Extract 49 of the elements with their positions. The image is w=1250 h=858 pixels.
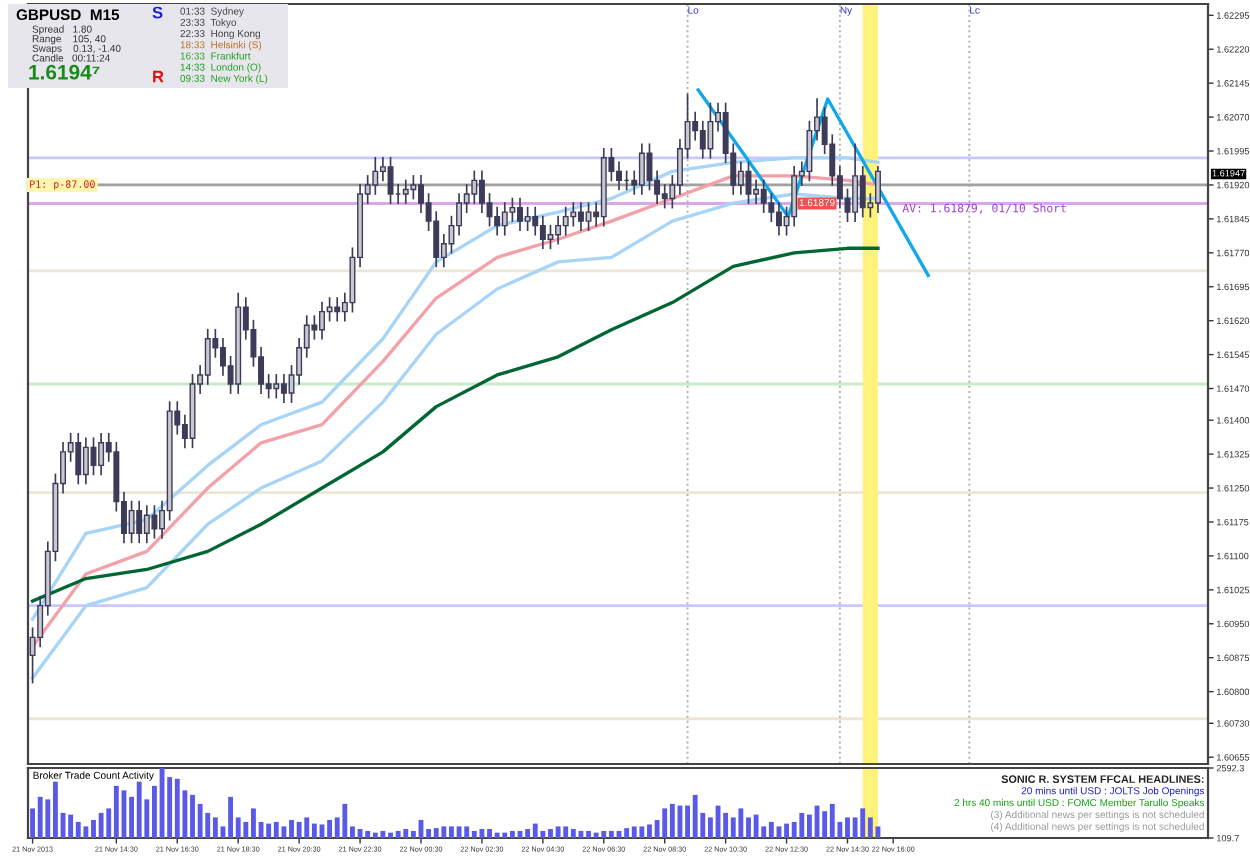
candlestick [98,432,105,476]
candlestick [319,301,325,340]
candlestick [280,374,287,403]
candlestick [501,202,508,236]
candlestick [517,197,523,232]
candlestick [326,297,333,322]
candlestick [524,206,531,232]
candlestick [136,500,143,544]
candlestick [532,206,539,236]
candlestick [791,166,798,227]
candlestick [859,166,866,218]
candlestick [75,432,82,485]
candlestick [585,202,592,232]
candlestick [577,202,584,232]
candlestick [874,166,881,213]
candlestick [707,102,714,159]
candlestick [806,120,813,182]
candlestick [616,161,622,191]
line-series [696,88,930,278]
candlestick [737,161,744,195]
candlestick [151,505,158,539]
candlestick [638,143,645,195]
candlestick [204,328,211,385]
candlestick [410,175,417,200]
candlestick [494,206,501,236]
candlestick [699,120,706,159]
candlestick [555,215,562,245]
candlestick [143,505,150,544]
candlestick [852,143,859,222]
candlestick [753,179,760,204]
candlestick [478,170,485,213]
annotation: 1.6194⁷ [29,64,100,80]
candlestick [456,193,463,236]
candlestick [661,184,668,209]
candlestick [402,179,409,204]
candlestick [539,215,546,250]
candlestick [387,156,394,204]
annotation: R [153,70,164,83]
candlestick [82,437,89,485]
candlestick [128,500,135,544]
candlestick [547,224,554,250]
line-series [30,246,880,603]
candlestick [760,179,767,213]
candlestick [692,111,699,141]
candlestick [273,374,280,399]
candlestick [775,202,782,236]
annotation: S [152,6,163,19]
candlestick [562,206,569,236]
candlestick [334,297,341,322]
